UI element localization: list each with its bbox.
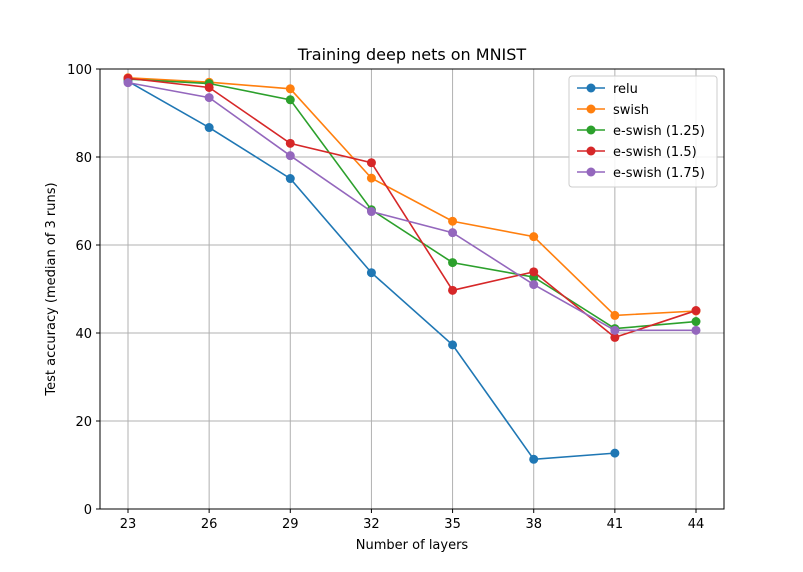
data-point xyxy=(366,158,376,168)
legend-entry: e-swish (1.75) xyxy=(613,166,705,181)
data-point xyxy=(448,258,458,268)
legend-entry: e-swish (1.25) xyxy=(613,124,705,139)
data-point xyxy=(529,454,539,464)
ticks: 23 26 29 32 35 38 41 44 0 20 40 60 80 100 xyxy=(67,63,704,532)
x-tick-label: 38 xyxy=(525,517,542,532)
x-tick-label: 35 xyxy=(444,517,461,532)
series-line xyxy=(127,81,696,332)
data-point xyxy=(285,151,295,161)
y-tick-label: 60 xyxy=(75,239,92,254)
data-point xyxy=(610,448,620,458)
legend-swatch-marker xyxy=(586,104,596,114)
data-point xyxy=(285,84,295,94)
x-axis-label: Number of layers xyxy=(356,538,469,553)
series-line xyxy=(127,77,697,317)
data-point xyxy=(691,306,701,316)
data-point xyxy=(123,78,133,88)
data-point xyxy=(448,285,458,295)
plot-frame xyxy=(99,68,725,510)
data-point xyxy=(285,95,295,105)
legend-entry: relu xyxy=(613,82,638,97)
data-point xyxy=(610,310,620,320)
data-point xyxy=(366,268,376,278)
x-tick-label: 29 xyxy=(282,517,299,532)
data-point xyxy=(448,340,458,350)
chart-title: Training deep nets on MNIST xyxy=(297,45,527,64)
y-tick-label: 20 xyxy=(75,415,92,430)
series-line xyxy=(127,77,697,339)
x-tick-label: 32 xyxy=(363,517,380,532)
data-point xyxy=(204,93,214,103)
data-point xyxy=(204,123,214,133)
series-group xyxy=(123,73,701,464)
legend-box xyxy=(568,75,718,188)
x-tick-label: 23 xyxy=(120,517,137,532)
data-point xyxy=(529,267,539,277)
data-point xyxy=(285,174,295,184)
series-line xyxy=(127,78,697,330)
y-tick-label: 0 xyxy=(84,503,92,518)
y-tick-label: 100 xyxy=(67,63,92,78)
legend-swatch-marker xyxy=(586,167,596,177)
data-point xyxy=(285,138,295,148)
data-point xyxy=(529,232,539,242)
legend-swatch-marker xyxy=(586,125,596,135)
data-point xyxy=(366,173,376,183)
data-point xyxy=(204,82,214,92)
legend-entry: e-swish (1.5) xyxy=(613,145,697,160)
x-tick-label: 26 xyxy=(201,517,218,532)
data-point xyxy=(448,216,458,226)
y-tick-label: 40 xyxy=(75,327,92,342)
x-tick-label: 41 xyxy=(607,517,624,532)
y-tick-label: 80 xyxy=(75,151,92,166)
series-e-swish-1-75 xyxy=(123,78,701,335)
data-point xyxy=(366,207,376,217)
x-tick-label: 44 xyxy=(688,517,705,532)
data-point xyxy=(448,228,458,238)
data-point xyxy=(610,325,620,335)
data-point xyxy=(610,332,620,342)
legend: relu swish e-swish (1.25) e-swish (1.5) e-sw… xyxy=(568,75,718,188)
data-point xyxy=(529,280,539,290)
data-point xyxy=(691,325,701,335)
legend-swatch-marker xyxy=(586,83,596,93)
data-point xyxy=(691,317,701,327)
legend-entry: swish xyxy=(613,103,649,118)
y-axis-label: Test accuracy (median of 3 runs) xyxy=(44,182,59,396)
legend-swatch-marker xyxy=(586,146,596,156)
